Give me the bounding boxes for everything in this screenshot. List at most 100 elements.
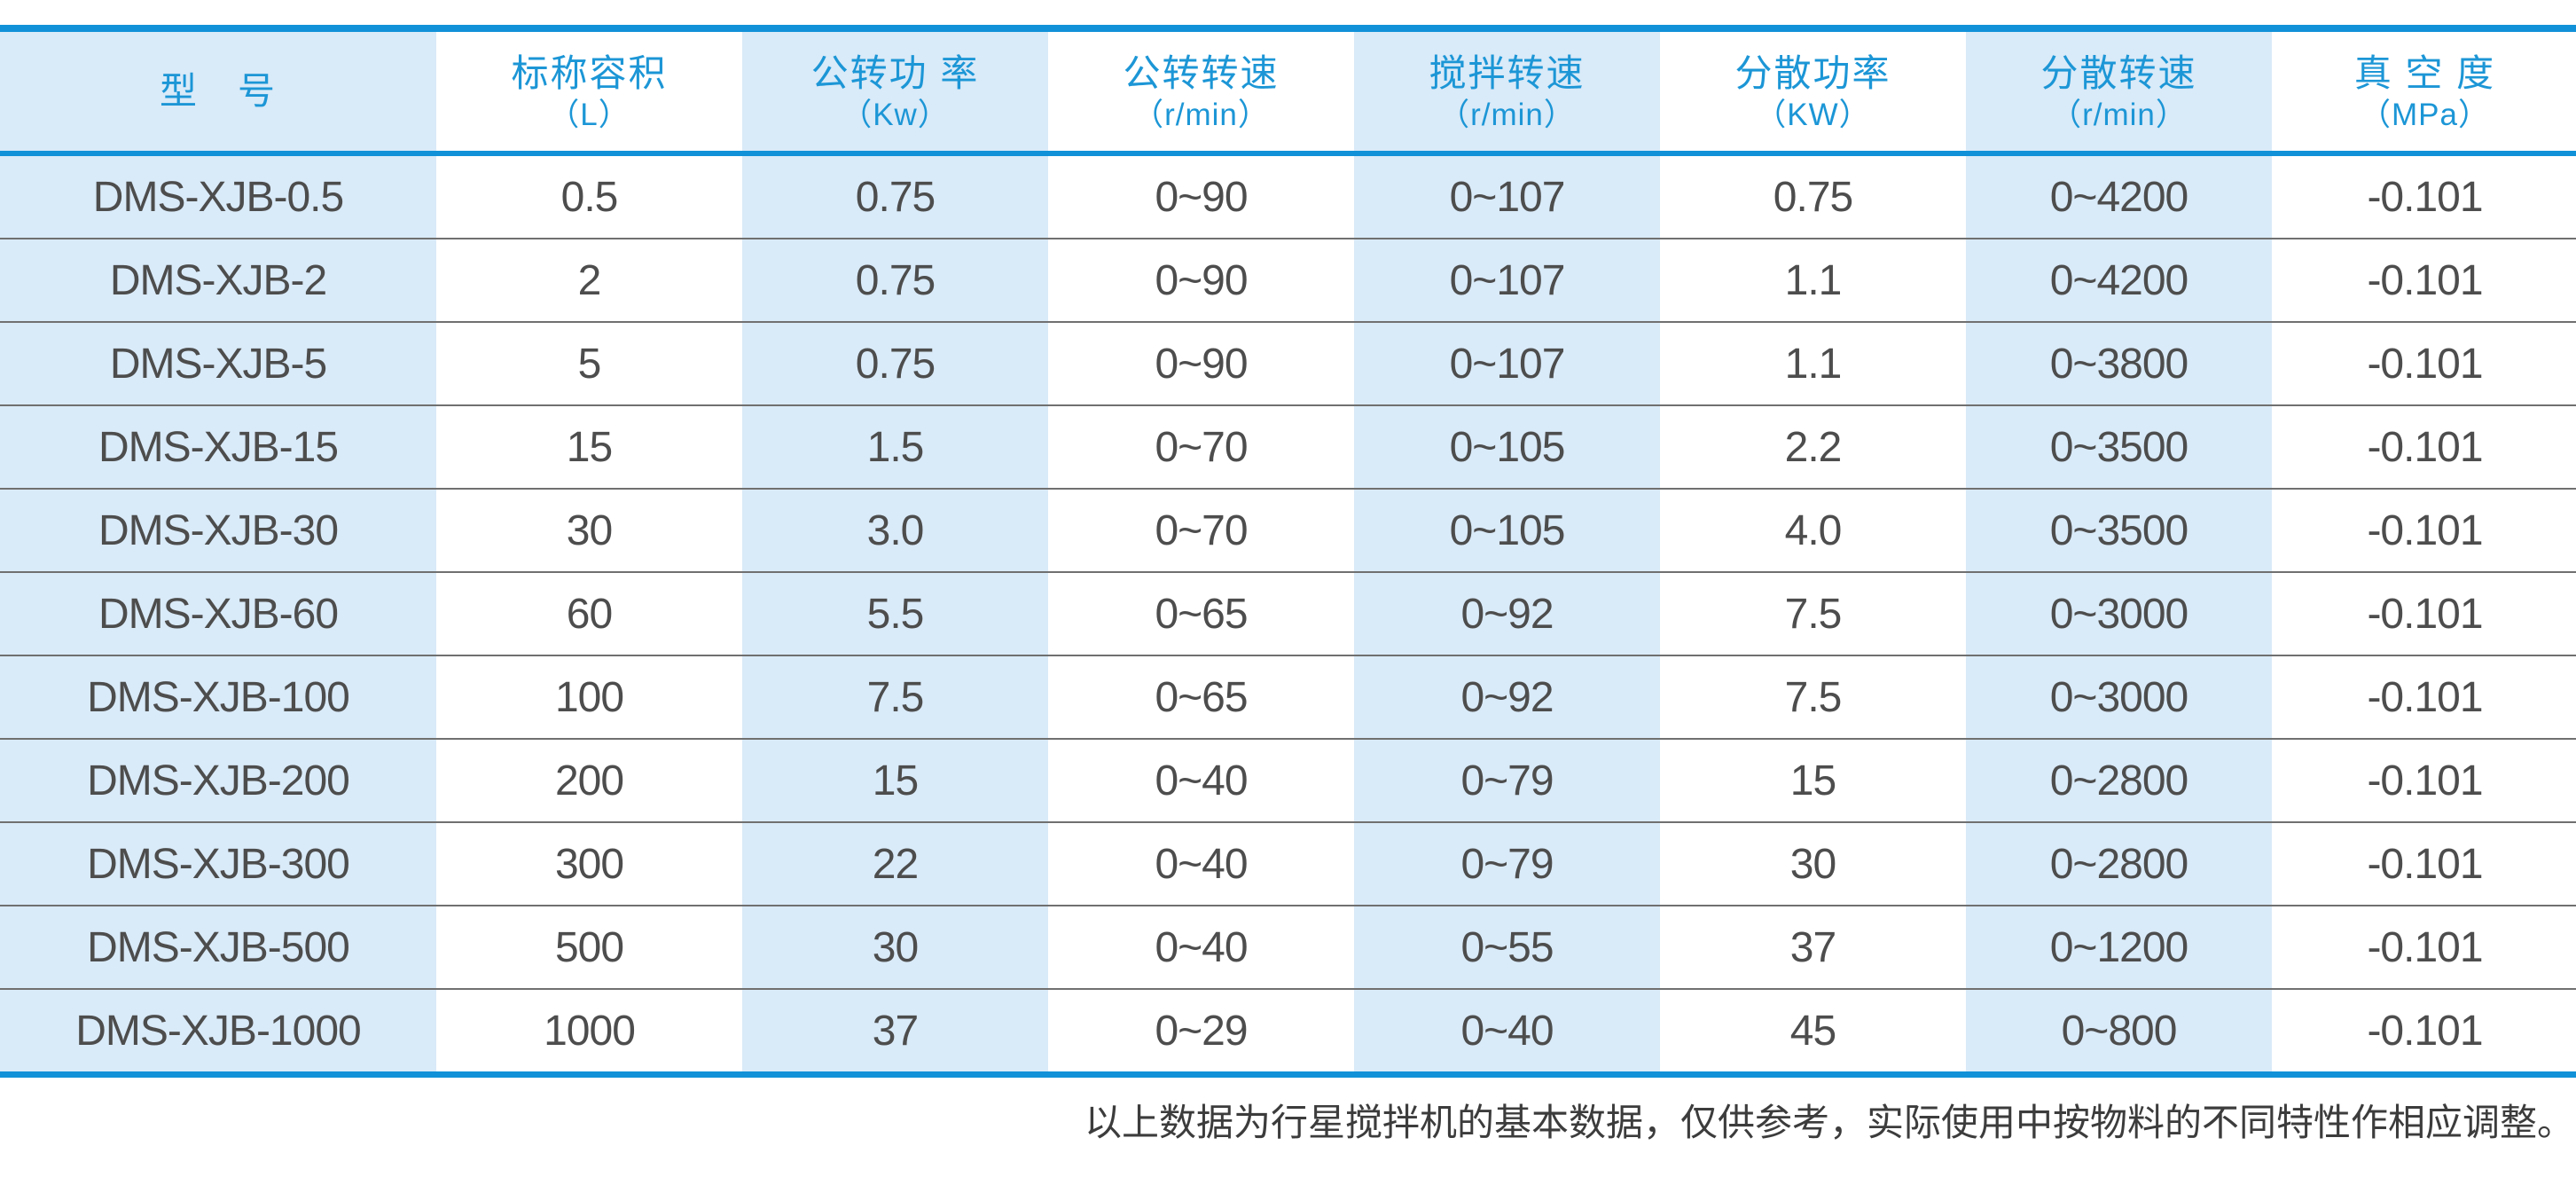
model-cell: DMS-XJB-5 [0, 321, 436, 405]
value-cell: 0~2800 [1966, 821, 2272, 906]
value-cell: 0~40 [1048, 738, 1354, 822]
column-unit: （KW） [1755, 98, 1871, 133]
model-cell: DMS-XJB-300 [0, 821, 436, 906]
value-cell: 0~90 [1048, 238, 1354, 322]
value-cell: -0.101 [2272, 321, 2576, 405]
column-header-4: 公转转速 （r/min） [1048, 28, 1354, 156]
value-cell: -0.101 [2367, 173, 2483, 221]
value-cell: 0~70 [1048, 404, 1354, 489]
value-cell: 2.2 [1660, 404, 1966, 489]
value-cell: -0.101 [2272, 238, 2576, 322]
column-unit: （Kw） [841, 98, 950, 133]
value-cell: 0~92 [1354, 571, 1660, 655]
value-cell: 45 [1660, 988, 1966, 1075]
table-row: DMS-XJB-15 15 1.5 0~70 0~105 2.2 0~3500 -0.101 [0, 404, 2576, 489]
value-cell: 60 [436, 571, 742, 655]
value-cell: 7.5 [1660, 571, 1966, 655]
table-row: DMS-XJB-30 30 3.0 0~70 0~105 4.0 0~3500 -0.101 [0, 488, 2576, 572]
column-label: 分散转速 [2040, 51, 2197, 94]
value-cell: 30 [436, 488, 742, 572]
value-cell: 5 [436, 321, 742, 405]
column-label: 公转功 率 [810, 51, 980, 94]
value-cell: 15 [1660, 738, 1966, 822]
value-cell: 0~3500 [1966, 404, 2272, 489]
column-header-6: 分散功率 （KW） [1660, 28, 1966, 156]
column-header-8: 真 空 度 （MPa） [2272, 28, 2576, 156]
column-label: 标称容积 [511, 51, 668, 94]
value-cell: 15 [742, 738, 1048, 822]
value-cell: 0~3000 [1966, 655, 2272, 739]
column-unit: （r/min） [1438, 98, 1576, 133]
value-cell: -0.101 [2272, 738, 2576, 822]
model-cell: DMS-XJB-15 [0, 404, 436, 489]
value-cell: 37 [1660, 905, 1966, 989]
value-cell: 5.5 [742, 571, 1048, 655]
value-cell: 0.75 [742, 238, 1048, 322]
value-cell: 0.75 [1773, 173, 1853, 221]
table-header: 型 号 标称容积 （L） 公转功 率 （Kw） 公转转速 （r/min） 搅拌转速 （r/min… [0, 28, 2576, 156]
value-cell: 1000 [436, 988, 742, 1075]
value-cell: 0~107 [1354, 321, 1660, 405]
value-cell: 0~29 [1048, 988, 1354, 1075]
value-cell: 0~90 [1155, 173, 1248, 221]
value-cell: -0.101 [2272, 655, 2576, 739]
value-cell: 30 [742, 905, 1048, 989]
column-unit: （r/min） [2050, 98, 2188, 133]
table-body: DMS-XJB-0.5 0.5 0.75 0~90 0~107 0.75 0~4200 -0.… [0, 153, 2576, 1075]
column-unit: （L） [548, 98, 630, 133]
model-cell: DMS-XJB-30 [0, 488, 436, 572]
value-cell: -0.101 [2272, 571, 2576, 655]
value-cell: 0~55 [1354, 905, 1660, 989]
value-cell: 7.5 [1660, 655, 1966, 739]
column-label: 型 号 [159, 69, 277, 112]
value-cell: 0~107 [1449, 173, 1566, 221]
value-cell: 3.0 [742, 488, 1048, 572]
column-label: 分散功率 [1734, 51, 1891, 94]
value-cell: 0~40 [1048, 821, 1354, 906]
value-cell: 15 [436, 404, 742, 489]
value-cell: 0~70 [1048, 488, 1354, 572]
table-row: DMS-XJB-500 500 30 0~40 0~55 37 0~1200 -0.101 [0, 905, 2576, 989]
value-cell: 0~4200 [2049, 173, 2189, 221]
column-header-3: 公转功 率 （Kw） [742, 28, 1048, 156]
value-cell: 0~3000 [1966, 571, 2272, 655]
model-cell: DMS-XJB-200 [0, 738, 436, 822]
value-cell: 0~65 [1048, 655, 1354, 739]
value-cell: 37 [742, 988, 1048, 1075]
value-cell: 0~105 [1354, 488, 1660, 572]
value-cell: -0.101 [2272, 821, 2576, 906]
value-cell: 100 [436, 655, 742, 739]
table-row: DMS-XJB-5 5 0.75 0~90 0~107 1.1 0~3800 -0.101 [0, 321, 2576, 405]
value-cell: 0~90 [1048, 321, 1354, 405]
value-cell: 0~79 [1354, 738, 1660, 822]
value-cell: 0~4200 [1966, 238, 2272, 322]
value-cell: 0.75 [742, 321, 1048, 405]
column-unit: （MPa） [2360, 98, 2490, 133]
table-row: DMS-XJB-300 300 22 0~40 0~79 30 0~2800 -0.101 [0, 821, 2576, 906]
value-cell: 30 [1660, 821, 1966, 906]
value-cell: -0.101 [2272, 404, 2576, 489]
value-cell: 200 [436, 738, 742, 822]
column-label: 真 空 度 [2353, 51, 2496, 94]
value-cell: 1.1 [1660, 321, 1966, 405]
value-cell: 0~40 [1354, 988, 1660, 1075]
value-cell: 0~40 [1048, 905, 1354, 989]
column-label: 搅拌转速 [1429, 51, 1586, 94]
table-row: DMS-XJB-60 60 5.5 0~65 0~92 7.5 0~3000 -0.101 [0, 571, 2576, 655]
column-header-7: 分散转速 （r/min） [1966, 28, 2272, 156]
value-cell: 0~65 [1048, 571, 1354, 655]
value-cell: -0.101 [2272, 905, 2576, 989]
spec-table: 型 号 标称容积 （L） 公转功 率 （Kw） 公转转速 （r/min） 搅拌转速 （r/min… [0, 25, 2576, 1078]
spec-sheet: 型 号 标称容积 （L） 公转功 率 （Kw） 公转转速 （r/min） 搅拌转速 （r/min… [0, 25, 2576, 1177]
column-header-1: 型 号 [0, 28, 436, 156]
value-cell: 2 [436, 238, 742, 322]
value-cell: 0.5 [560, 173, 619, 221]
value-cell: 1.5 [742, 404, 1048, 489]
value-cell: 22 [742, 821, 1048, 906]
column-label: 公转转速 [1123, 51, 1280, 94]
value-cell: 0~107 [1354, 238, 1660, 322]
table-row: DMS-XJB-1000 1000 37 0~29 0~40 45 0~800 -0.101 [0, 988, 2576, 1075]
value-cell: 0~92 [1354, 655, 1660, 739]
table-row: DMS-XJB-0.5 0.5 0.75 0~90 0~107 0.75 0~4200 -0.… [0, 153, 2576, 239]
column-header-5: 搅拌转速 （r/min） [1354, 28, 1660, 156]
